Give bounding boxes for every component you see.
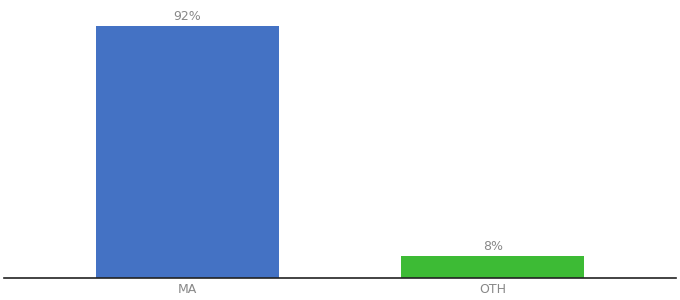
Text: 8%: 8% [483,240,503,253]
Bar [96,26,279,278]
Text: 92%: 92% [173,10,201,23]
Bar [401,256,584,278]
